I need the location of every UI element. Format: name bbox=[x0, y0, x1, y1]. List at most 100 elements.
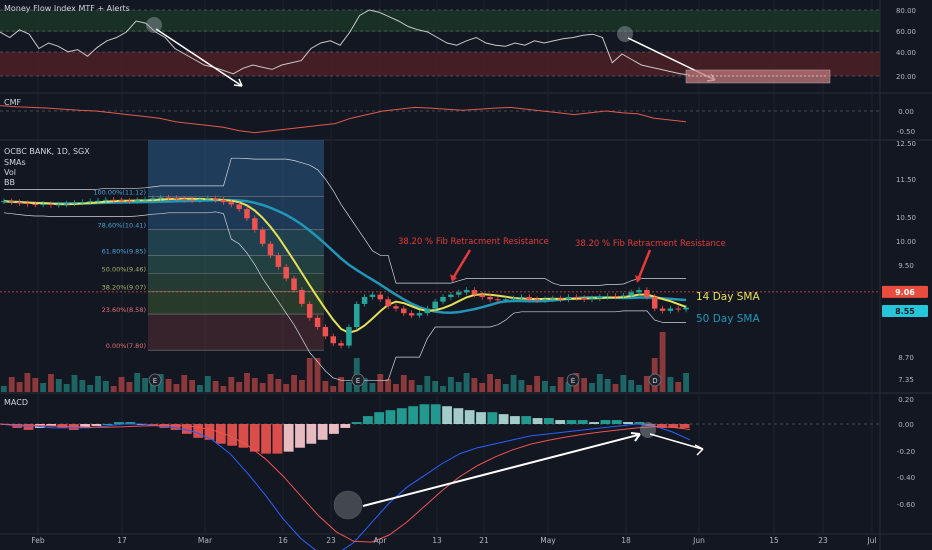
volume-bar bbox=[416, 385, 423, 392]
macd-divergence-arrow-head bbox=[630, 432, 641, 442]
volume-bar bbox=[589, 383, 595, 392]
macd-hist-bar bbox=[204, 424, 215, 440]
candle-body bbox=[103, 199, 109, 201]
volume-bar bbox=[659, 332, 666, 392]
candle-body bbox=[87, 201, 93, 203]
macd-hist-bar bbox=[181, 424, 192, 434]
volume-bar bbox=[306, 358, 313, 392]
sma-price-label: 8.55 bbox=[895, 307, 915, 316]
macd-arrow-2-head bbox=[694, 444, 704, 456]
candle-body bbox=[40, 203, 46, 205]
candle-body bbox=[463, 290, 470, 293]
macd-hist-bar bbox=[329, 424, 339, 434]
annotation-arrow-1 bbox=[450, 249, 472, 281]
volume-bar bbox=[283, 384, 290, 392]
volume-bar bbox=[87, 385, 94, 392]
volume-bar bbox=[24, 373, 31, 392]
event-marker-1 bbox=[351, 373, 365, 387]
x-tick-2: Mar bbox=[198, 536, 213, 545]
overlay-vol[interactable]: Vol bbox=[4, 168, 16, 177]
candle-body bbox=[683, 307, 689, 310]
candle-body bbox=[565, 296, 572, 300]
candle-body bbox=[604, 296, 611, 298]
candle-body bbox=[526, 296, 533, 300]
macd-hist-bar bbox=[170, 424, 181, 430]
overlay-smas[interactable]: SMAs bbox=[4, 158, 26, 167]
fib-zone-1 bbox=[148, 229, 324, 256]
macd-hist-bar bbox=[261, 424, 271, 454]
candle-body bbox=[636, 290, 642, 293]
volume-bar bbox=[667, 377, 674, 392]
candle-body bbox=[259, 229, 266, 244]
candle-body bbox=[299, 290, 305, 304]
macd-hist-bar bbox=[91, 424, 102, 426]
volume-bar bbox=[581, 378, 588, 392]
candle-body bbox=[518, 296, 525, 299]
volume-bar bbox=[291, 375, 297, 392]
volume-bar bbox=[110, 386, 117, 392]
candle-body bbox=[212, 198, 219, 200]
macd-hist-bar bbox=[464, 410, 475, 424]
x-tick-5: Apr bbox=[374, 536, 388, 545]
macd-hist-bar bbox=[408, 406, 419, 424]
volume-bar bbox=[369, 383, 376, 392]
volume-bar bbox=[479, 383, 486, 392]
price-ytick-0: 12.50 bbox=[896, 140, 916, 148]
candle-body bbox=[581, 297, 587, 300]
candle-body bbox=[79, 202, 86, 204]
macd-line bbox=[0, 423, 691, 550]
volume-bar bbox=[71, 375, 78, 392]
overlay-bb[interactable]: BB bbox=[4, 178, 15, 187]
x-tick-8: May bbox=[540, 536, 556, 545]
volume-bar bbox=[643, 376, 650, 392]
fib-label-6: 0.00%(7.80) bbox=[106, 342, 146, 350]
fib-zone-5 bbox=[148, 314, 324, 351]
price-ytick-4: 9.50 bbox=[898, 262, 914, 270]
macd-hist-bar bbox=[611, 420, 622, 424]
candle-body bbox=[557, 298, 564, 300]
volume-bar bbox=[565, 382, 572, 392]
candle-body bbox=[597, 296, 603, 299]
x-tick-0: Feb bbox=[31, 536, 45, 545]
volume-bar bbox=[181, 375, 188, 392]
volume-bar bbox=[385, 379, 392, 392]
candle-body bbox=[173, 197, 180, 199]
volume-bar bbox=[236, 382, 243, 392]
candle-body bbox=[275, 255, 282, 267]
candle-body bbox=[118, 200, 125, 202]
macd-hist-bar bbox=[193, 424, 204, 438]
cmf-line bbox=[0, 105, 687, 134]
macd-pane-title: MACD bbox=[4, 398, 28, 407]
macd-divergence-arrow bbox=[362, 434, 639, 507]
event-marker-2 bbox=[566, 373, 580, 387]
macd-hist-bar bbox=[487, 412, 498, 424]
candle-body bbox=[71, 202, 78, 204]
macd-hist-bar bbox=[295, 424, 305, 448]
fib-resistance-annotation-1: 38.20 % Fib Retracment Resistance bbox=[398, 237, 549, 247]
candle-body bbox=[361, 296, 368, 304]
volume-bar bbox=[628, 380, 635, 392]
candle-body bbox=[134, 200, 140, 202]
volume-bar bbox=[79, 380, 86, 392]
candle-body bbox=[510, 298, 517, 300]
fib-resistance-annotation-2: 38.20 % Fib Retracment Resistance bbox=[575, 239, 726, 249]
event-marker-label-2: E bbox=[571, 377, 575, 385]
macd-ytick-1: 0.00 bbox=[898, 421, 914, 429]
macd-hist-bar bbox=[589, 422, 600, 424]
volume-bar bbox=[346, 382, 352, 392]
volume-bar bbox=[16, 382, 23, 392]
candle-body bbox=[487, 296, 493, 300]
volume-bar bbox=[510, 375, 517, 392]
volume-bar bbox=[212, 381, 219, 392]
macd-hist-bar bbox=[442, 406, 452, 424]
volume-bar bbox=[502, 384, 509, 392]
volume-bar bbox=[675, 382, 682, 392]
macd-hist-bar bbox=[430, 404, 441, 424]
candle-body bbox=[189, 199, 195, 201]
candle-body bbox=[181, 198, 188, 200]
candle-body bbox=[471, 290, 478, 295]
macd-hist-bar bbox=[102, 424, 113, 425]
candle-body bbox=[205, 198, 211, 200]
macd-hist-bar bbox=[374, 412, 385, 424]
